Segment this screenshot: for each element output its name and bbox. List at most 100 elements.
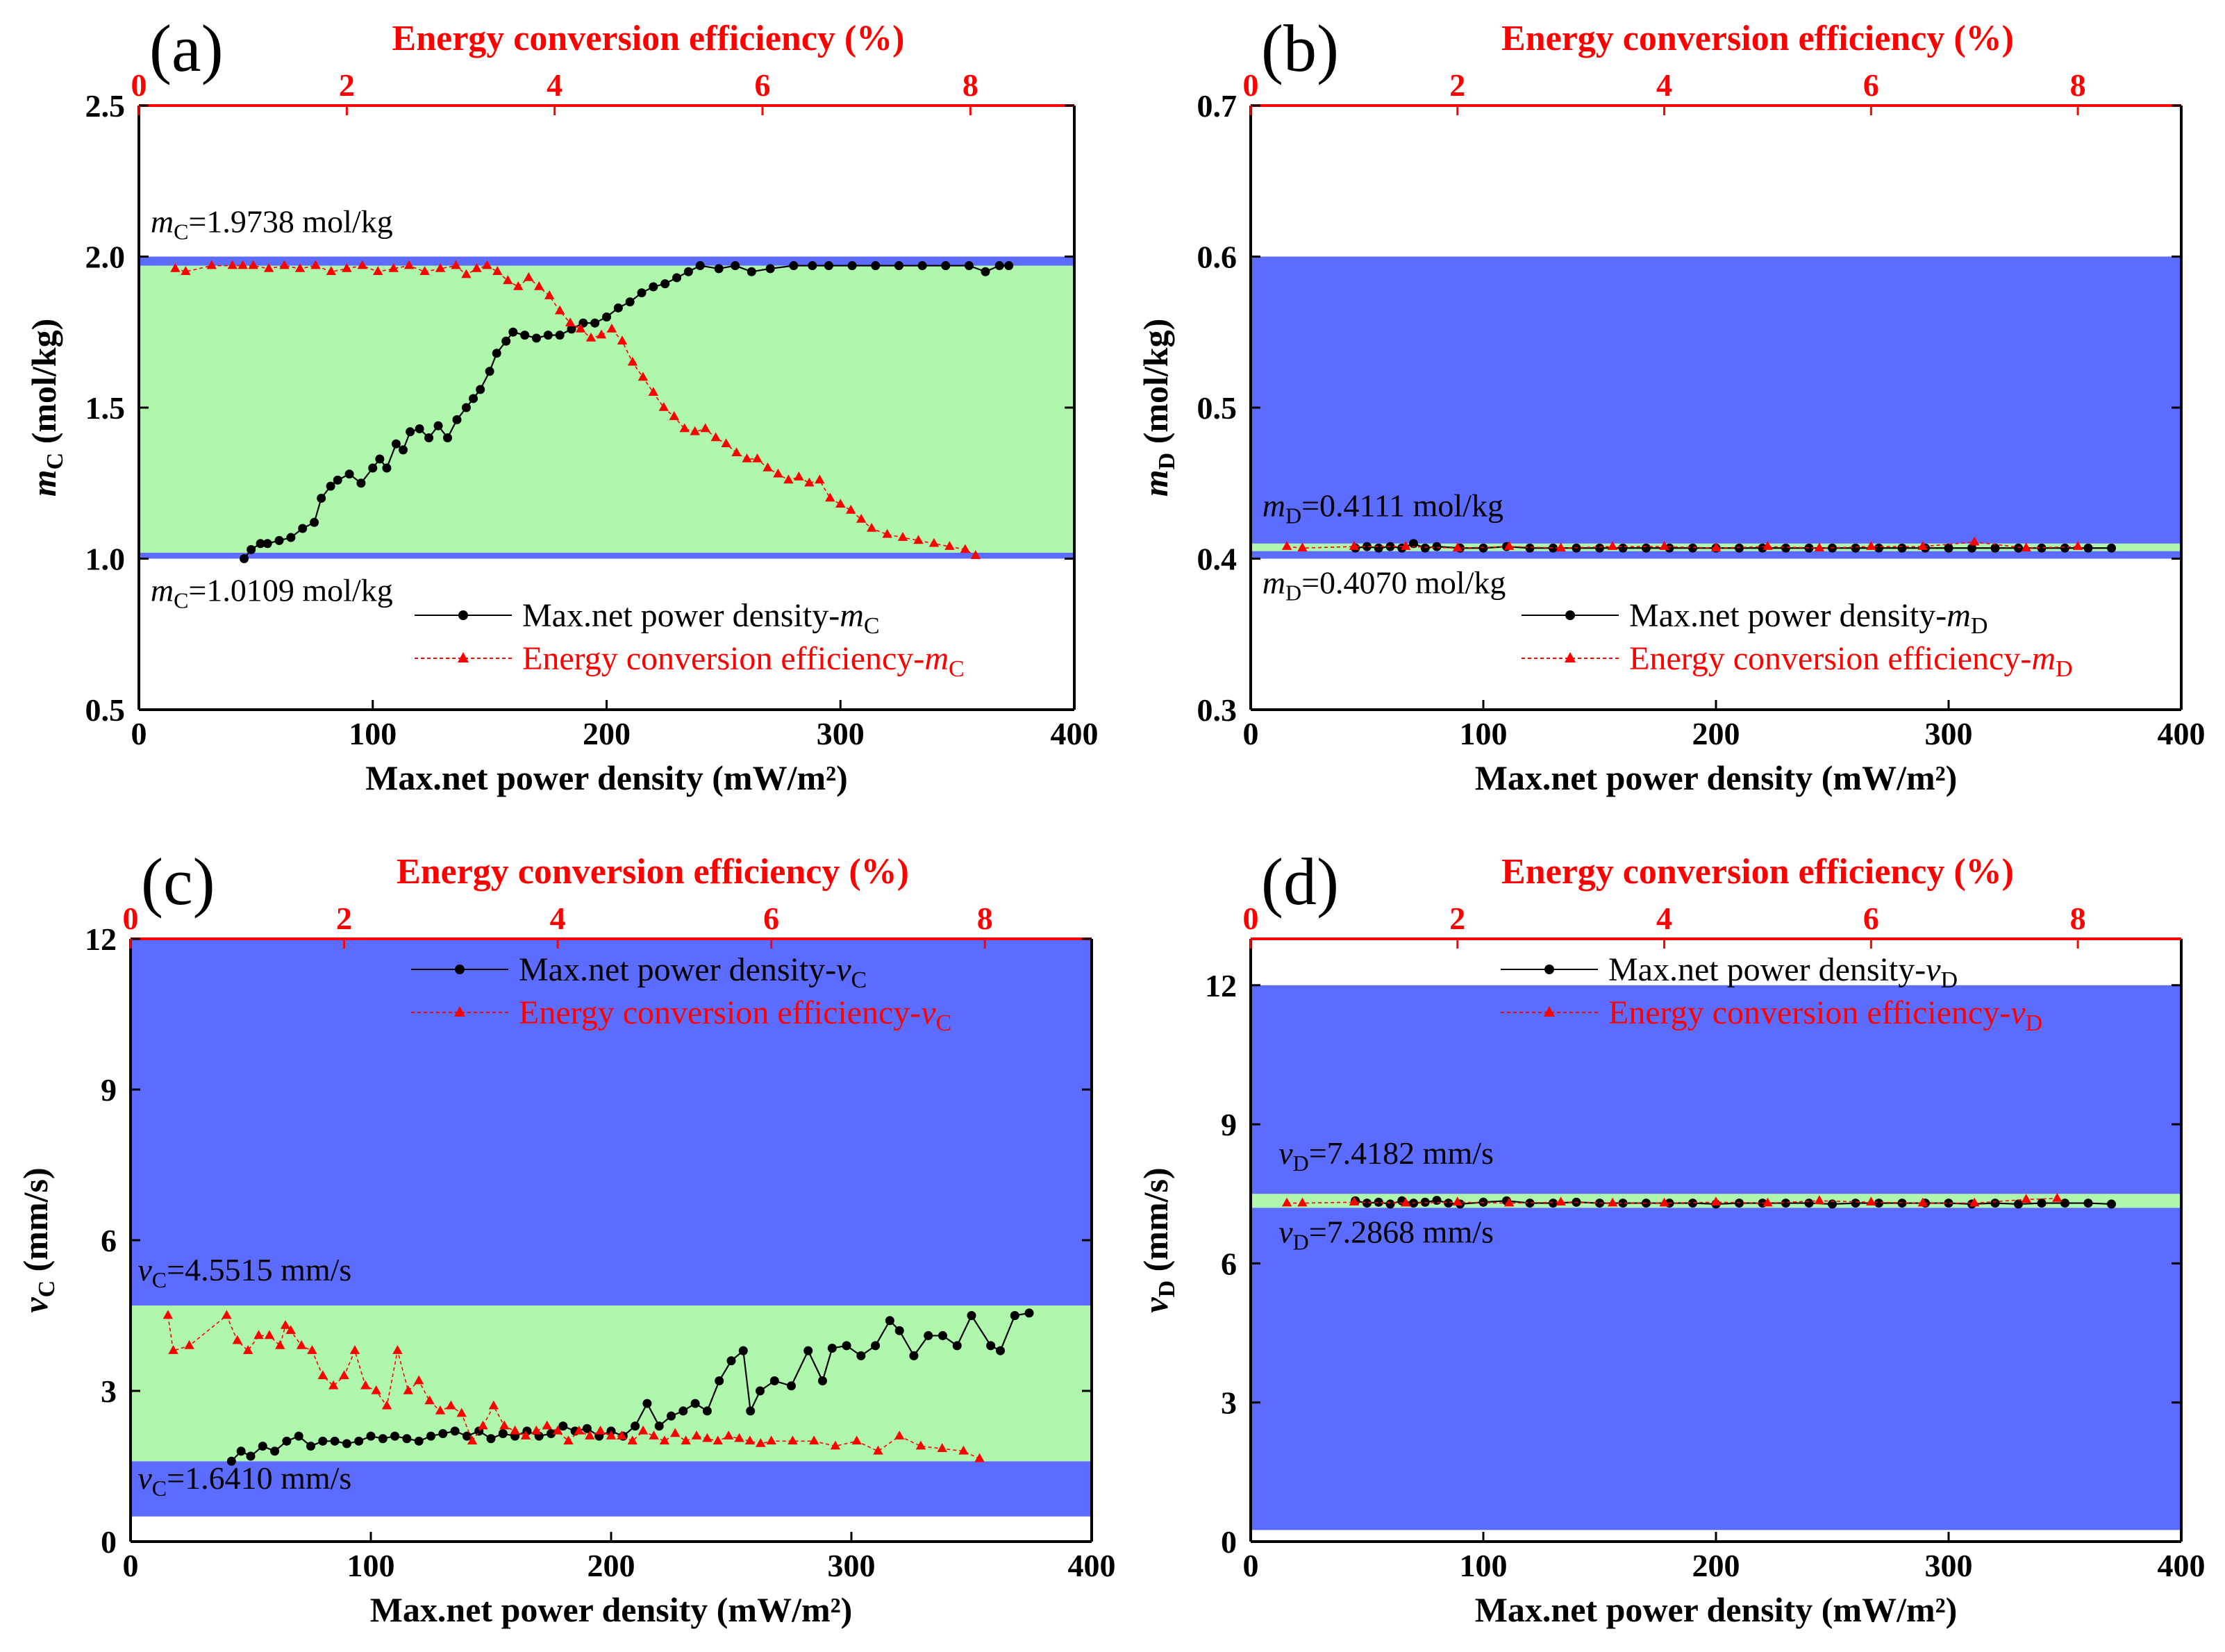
- efficiency-point: [1969, 536, 1980, 546]
- boundary-annotation: vC=1.6410 mm/s: [138, 1460, 351, 1501]
- power-point: [994, 261, 1004, 271]
- efficiency-point: [552, 1425, 563, 1435]
- efficiency-point: [712, 1435, 723, 1445]
- top-tick-label: 4: [1656, 67, 1672, 103]
- power-point: [1688, 1199, 1697, 1208]
- power-point: [240, 554, 249, 563]
- power-point: [1409, 539, 1418, 549]
- power-point: [298, 524, 308, 533]
- x-tick-label: 200: [583, 716, 631, 751]
- x-tick-label: 100: [1460, 1548, 1508, 1583]
- efficiency-point: [627, 1435, 638, 1445]
- efficiency-point: [554, 305, 565, 315]
- efficiency-point: [279, 260, 290, 269]
- power-point: [649, 282, 658, 292]
- power-point: [885, 1316, 894, 1326]
- power-point: [756, 1386, 765, 1396]
- efficiency-point: [808, 1435, 819, 1445]
- efficiency-point: [638, 1425, 649, 1435]
- efficiency-point: [638, 372, 649, 381]
- efficiency-point: [627, 356, 638, 366]
- efficiency-point: [275, 1340, 285, 1349]
- power-point: [520, 331, 530, 340]
- x-tick-label: 300: [817, 716, 865, 751]
- band-blue-2: [131, 939, 1092, 1306]
- efficiency-point: [2021, 1194, 2031, 1203]
- efficiency-point: [264, 1330, 275, 1340]
- efficiency-point: [2021, 542, 2031, 552]
- x-tick-label: 100: [347, 1548, 395, 1583]
- power-point: [414, 1436, 424, 1446]
- power-point: [660, 279, 670, 289]
- efficiency-point: [328, 1380, 339, 1390]
- efficiency-point: [510, 1425, 520, 1435]
- boundary-annotation: mC=1.9738 mol/kg: [151, 204, 393, 244]
- efficiency-point: [970, 550, 981, 559]
- top-tick-label: 8: [962, 67, 978, 103]
- y-axis-label: mC (mol/kg): [24, 319, 68, 497]
- efficiency-point: [731, 447, 742, 457]
- power-point: [924, 1330, 933, 1340]
- top-tick-label: 2: [1449, 901, 1465, 936]
- efficiency-point: [1917, 1197, 1928, 1207]
- efficiency-point: [227, 260, 238, 269]
- boundary-annotation: mD=0.4111 mol/kg: [1262, 488, 1503, 528]
- y-tick-label: 9: [101, 1072, 117, 1108]
- top-axis-label: Energy conversion efficiency (%): [392, 19, 905, 58]
- power-point: [683, 267, 693, 276]
- y-tick-label: 1.5: [85, 390, 126, 426]
- efficiency-point: [326, 266, 337, 276]
- power-point: [765, 264, 775, 274]
- efficiency-point: [2072, 541, 2083, 550]
- band-green-1: [139, 265, 1074, 553]
- efficiency-point: [531, 1425, 542, 1435]
- legend-marker-triangle: [454, 1006, 465, 1017]
- efficiency-point: [596, 329, 607, 339]
- efficiency-point: [1297, 542, 1308, 552]
- power-point: [262, 539, 272, 549]
- efficiency-point: [446, 1400, 456, 1410]
- power-point: [443, 433, 453, 442]
- power-point: [1967, 543, 1976, 553]
- y-tick-label: 0: [101, 1524, 117, 1560]
- top-tick-label: 2: [339, 67, 355, 103]
- x-tick-label: 200: [1692, 716, 1740, 751]
- efficiency-point: [1297, 1197, 1308, 1207]
- power-point: [375, 454, 385, 464]
- efficiency-point: [414, 1375, 424, 1385]
- power-point: [1420, 543, 1430, 553]
- x-tick-label: 200: [1692, 1548, 1740, 1583]
- power-point: [894, 261, 903, 271]
- efficiency-point: [1814, 542, 1825, 552]
- efficiency-point: [830, 1440, 841, 1450]
- x-tick-label: 0: [1243, 1548, 1259, 1583]
- panel-c: vC=4.5515 mm/s vC=1.6410 mm/s Max.net powe…: [16, 844, 1116, 1629]
- efficiency-point: [181, 266, 191, 276]
- legend-entry: Energy conversion efficiency-vC: [519, 994, 951, 1036]
- top-tick-label: 6: [763, 901, 779, 936]
- legend-entry: Energy conversion efficiency-mC: [522, 640, 965, 682]
- y-axis-label: vC (mm/s): [16, 1167, 60, 1312]
- efficiency-point: [435, 1405, 446, 1415]
- efficiency-point: [606, 1430, 617, 1440]
- efficiency-point: [856, 513, 867, 523]
- top-tick-label: 6: [1863, 67, 1879, 103]
- power-point: [256, 539, 265, 549]
- power-point: [1525, 543, 1535, 553]
- power-point: [1828, 1199, 1837, 1209]
- x-tick-label: 0: [1243, 716, 1259, 751]
- power-point: [986, 1341, 996, 1351]
- power-point: [590, 318, 600, 328]
- y-tick-label: 3: [1221, 1385, 1237, 1421]
- efficiency-point: [520, 1430, 531, 1440]
- efficiency-point: [700, 423, 710, 433]
- power-point: [894, 1326, 904, 1335]
- band-blue-2: [1251, 256, 2181, 544]
- efficiency-point: [669, 411, 679, 420]
- power-point: [567, 324, 576, 334]
- top-tick-label: 6: [755, 67, 771, 103]
- efficiency-point: [1710, 1196, 1722, 1206]
- efficiency-point: [1452, 542, 1462, 552]
- y-tick-label: 0.5: [85, 692, 126, 728]
